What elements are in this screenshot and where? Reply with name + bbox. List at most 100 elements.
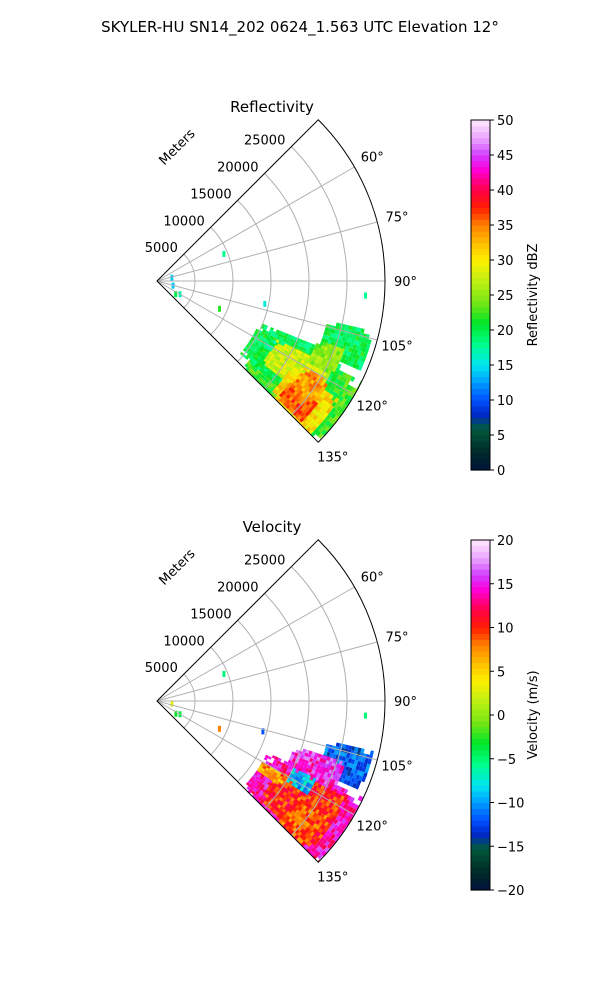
echo-cell: [270, 369, 275, 375]
echo-cell: [285, 404, 291, 410]
echo-cell: [292, 812, 298, 818]
echo-cell: [318, 352, 323, 357]
echo-cell: [248, 363, 253, 368]
echo-cell: [334, 378, 340, 384]
echo-cell: [318, 427, 325, 434]
echo-cell: [298, 399, 304, 405]
echo-cell: [367, 339, 372, 345]
echo-cell: [313, 442, 320, 443]
echo-cell: [322, 767, 327, 772]
echo-cell: [283, 805, 289, 811]
echo-cell: [323, 755, 328, 761]
echo-cell: [333, 363, 339, 369]
echo-cell: [297, 806, 303, 812]
echo-cell: [356, 760, 362, 767]
echo-cell: [264, 779, 269, 784]
echo-cell: [313, 863, 319, 869]
echo-cell: [298, 394, 304, 400]
azimuth-tick-label: 105°: [381, 759, 412, 774]
echo-cell: [290, 810, 296, 816]
azimuth-tick-label: 120°: [357, 399, 388, 414]
echo-cell: [290, 824, 296, 830]
echo-cell: [281, 383, 286, 389]
echo-cell: [340, 812, 347, 819]
echo-cell: [331, 367, 337, 373]
echo-cell: [267, 331, 272, 336]
echo-cell: [305, 811, 311, 818]
echo-cell: [272, 389, 277, 394]
echo-cell: [290, 384, 296, 389]
echo-cell: [322, 382, 328, 389]
echo-cell: [255, 351, 261, 356]
echo-cell: [328, 819, 335, 825]
echo-cell: [278, 818, 284, 824]
echo-cell: [325, 760, 330, 765]
echo-cell: [295, 383, 301, 389]
echo-cell: [279, 344, 284, 349]
echo-cell: [306, 841, 313, 847]
echo-cell: [329, 782, 334, 788]
echo-cell: [299, 412, 305, 418]
echo-cell: [350, 802, 356, 809]
echo-cell: [352, 755, 357, 761]
echo-cell: [328, 808, 334, 815]
echo-cell: [341, 824, 347, 830]
echo-cell: [315, 363, 321, 369]
echo-cell: [288, 341, 293, 346]
colorbar-segment: [471, 866, 490, 874]
echo-cell: [294, 412, 300, 419]
colorbar-segment: [471, 855, 490, 862]
echo-cell: [256, 355, 262, 360]
echo-cell: [295, 402, 301, 408]
echo-cell: [274, 391, 280, 396]
echo-cell: [310, 820, 316, 827]
echo-cell: [285, 815, 291, 821]
echo-cell: [348, 347, 353, 353]
echo-cell: [330, 413, 337, 419]
echo-cell: [346, 360, 351, 366]
echo-cell: [343, 382, 349, 389]
echo-cell: [292, 410, 298, 416]
echo-cell: [304, 411, 311, 417]
echo-cell: [331, 815, 337, 822]
echo-cell: [258, 335, 263, 340]
echo-cell: [276, 808, 282, 814]
echo-cell: [276, 799, 282, 805]
colorbar-tick-label: 35: [497, 219, 514, 234]
colorbar-tick-label: 25: [497, 289, 514, 304]
echo-cell: [345, 805, 351, 811]
echo-cell: [269, 777, 275, 782]
echo-cell: [322, 349, 327, 355]
echo-cell: [353, 358, 359, 365]
echo-cell: [317, 433, 324, 439]
echo-cell: [297, 821, 303, 827]
echo-cell: [256, 784, 261, 789]
echo-cell: [285, 781, 291, 787]
colorbar-segment: [471, 814, 490, 821]
echo-cell: [281, 395, 286, 400]
echo-cell: [296, 415, 303, 421]
echo-cell: [283, 760, 288, 765]
echo-cell: [311, 365, 317, 371]
echo-cell: [320, 386, 326, 392]
colorbar-segment: [471, 738, 490, 745]
echo-cell: [281, 777, 286, 782]
echo-cell: [362, 772, 368, 778]
echo-cell: [338, 370, 344, 376]
echo-cell: [302, 417, 308, 423]
echo-cell: [344, 355, 350, 361]
echo-cell: [271, 385, 277, 390]
echo-cell: [274, 756, 279, 761]
echo-cell: [287, 808, 293, 813]
echo-cell: [297, 801, 302, 807]
echo-cell: [353, 803, 359, 810]
echo-cell: [351, 362, 357, 369]
echo-cell: [316, 347, 321, 353]
echo-cell: [313, 843, 320, 850]
echo-cell: [343, 359, 348, 365]
echo-cell: [305, 782, 311, 788]
echo-cell: [278, 792, 283, 797]
echo-cell: [337, 347, 342, 353]
echo-cell: [310, 399, 316, 405]
range-tick-label: 5000: [145, 241, 178, 256]
